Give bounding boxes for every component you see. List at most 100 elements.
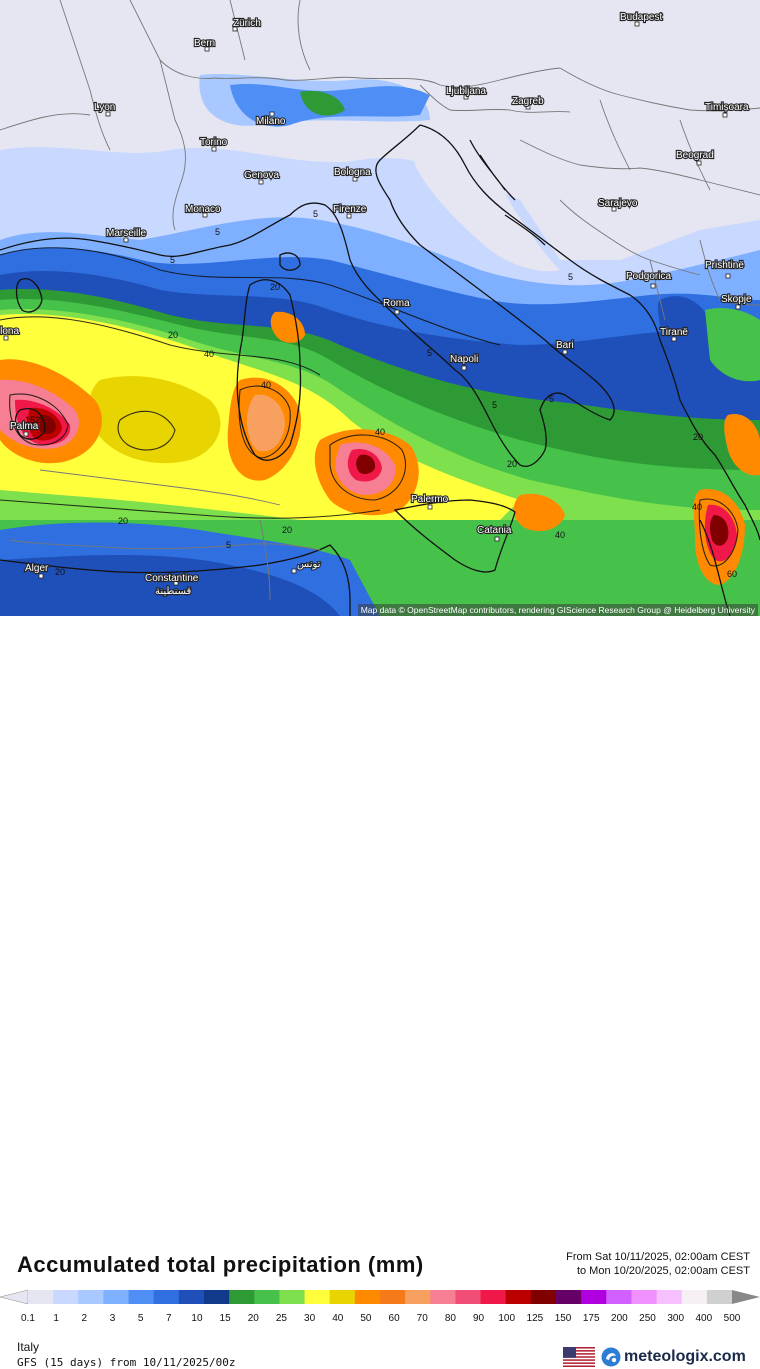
legend-swatch: [204, 1290, 230, 1304]
map-title: Accumulated total precipitation (mm): [17, 1252, 424, 1277]
city-label: Zagreb: [512, 96, 544, 107]
legend-swatch: [380, 1290, 406, 1304]
legend-tick-label: 40: [332, 1313, 344, 1324]
city-label: Roma: [383, 298, 410, 309]
legend-swatch: [153, 1290, 180, 1304]
map-attribution: Map data © OpenStreetMap contributors, r…: [357, 604, 758, 616]
legend-tick-label: 100: [498, 1313, 516, 1324]
legend-tick-label: 200: [611, 1313, 628, 1324]
legend-swatch: [581, 1290, 607, 1304]
legend-swatch: [254, 1290, 281, 1304]
city-label: Palma: [10, 421, 39, 432]
legend-swatch: [505, 1290, 532, 1304]
legend-swatch: [656, 1290, 683, 1304]
contour-label: 5: [549, 394, 554, 404]
date-range-to: to Mon 10/20/2025, 02:00am CEST: [576, 1265, 750, 1277]
city-label: Tiranë: [660, 327, 688, 338]
city-label: Sarajevo: [598, 198, 638, 209]
legend-swatch: [304, 1290, 331, 1304]
legend-swatch: [329, 1290, 356, 1304]
city-label: Lyon: [94, 102, 115, 113]
brand-link[interactable]: meteologix.com: [601, 1346, 746, 1368]
city-label: Podgorica: [626, 271, 671, 282]
contour-label: 5: [170, 255, 175, 265]
legend-tick-label: 400: [695, 1313, 713, 1324]
legend-swatch: [480, 1290, 507, 1304]
city-label: Zürich: [233, 18, 261, 29]
contour-label: 40: [375, 427, 385, 437]
legend-swatch: [279, 1290, 306, 1304]
legend-tick-label: 2: [81, 1313, 88, 1324]
contour-label: 5: [568, 272, 573, 282]
us-flag-icon[interactable]: [563, 1347, 595, 1367]
city-label: Timișoara: [705, 102, 749, 113]
legend-tick-label: 15: [219, 1313, 231, 1324]
legend-swatch: [681, 1290, 708, 1304]
city-label: Firenze: [333, 204, 367, 215]
legend-swatch: [556, 1290, 582, 1304]
precipitation-map[interactable]: 5 5 5 5 5 5 5 5 20 20 20 20 20 20 20 40 …: [0, 0, 760, 616]
city-label: Budapest: [620, 12, 662, 23]
legend-swatch: [128, 1290, 155, 1304]
legend-arrow-high: [732, 1290, 760, 1304]
legend-swatch: [178, 1290, 205, 1304]
city-label: Bologna: [334, 167, 371, 178]
contour-label: 20: [270, 282, 280, 292]
legend-swatch: [530, 1290, 557, 1304]
legend-tick-label: 10: [191, 1313, 203, 1324]
city-label: Palermo: [411, 494, 449, 505]
city-label: Monaco: [185, 204, 221, 215]
contour-label: 20: [118, 516, 128, 526]
legend-tick-label: 250: [639, 1313, 656, 1324]
city-label: Bari: [556, 340, 574, 351]
contour-label: 5: [492, 400, 497, 410]
contour-label: 5: [427, 348, 432, 358]
city-label: Skopje: [721, 294, 752, 305]
legend-swatch: [103, 1290, 130, 1304]
contour-label: 5: [226, 540, 231, 550]
legend-tick-label: 50: [360, 1313, 372, 1324]
legend-tick-label: 70: [416, 1313, 428, 1324]
city-label: Napoli: [450, 354, 478, 365]
legend-swatch: [354, 1290, 381, 1304]
city-label: Milano: [256, 116, 286, 127]
legend-tick-label: 30: [304, 1313, 316, 1324]
meteologix-logo-icon: [601, 1347, 621, 1367]
legend-tick-label: 125: [526, 1313, 544, 1324]
contour-label: 40: [261, 380, 271, 390]
city-label: Torino: [200, 137, 228, 148]
legend-tick-label: 20: [247, 1313, 259, 1324]
brand-name: meteologix.com: [624, 1348, 746, 1365]
legend-swatch: [405, 1290, 431, 1304]
legend-tick-label: 90: [472, 1313, 485, 1324]
legend-footer: Accumulated total precipitation (mm) Fro…: [0, 616, 760, 1369]
city-label: Constantine: [145, 573, 199, 584]
city-label: Beograd: [676, 150, 714, 161]
contour-label: 40: [692, 502, 702, 512]
contour-label: 5: [313, 209, 318, 219]
color-legend-ticks: 0.1 1 2 3 5 7 10 15 20 25 30 40 50 60 70 80 90 100 125 150 1…: [0, 1313, 760, 1327]
city-label: Alger: [25, 563, 49, 574]
contour-label: 40: [555, 530, 565, 540]
contour-label: 40: [204, 349, 214, 359]
legend-swatch: [28, 1290, 54, 1304]
legend-swatch: [706, 1290, 733, 1304]
contour-label: 20: [693, 432, 703, 442]
legend-swatch: [631, 1290, 658, 1304]
color-legend-bar: [0, 1289, 760, 1305]
legend-tick-label: 175: [582, 1313, 600, 1324]
legend-tick-label: 300: [667, 1313, 685, 1324]
city-label: Genova: [244, 170, 279, 181]
legend-swatch: [53, 1290, 79, 1304]
legend-tick-label: 60: [388, 1313, 400, 1324]
region-label: Italy: [17, 1340, 40, 1354]
legend-swatch: [229, 1290, 255, 1304]
city-label: Barcelona: [0, 326, 19, 337]
contour-label: 20: [168, 330, 178, 340]
contour-label: 60: [727, 569, 737, 579]
city-label: Marseille: [106, 228, 146, 239]
date-range-from: From Sat 10/11/2025, 02:00am CEST: [566, 1251, 750, 1263]
contour-label: 20: [55, 567, 65, 577]
legend-swatch: [606, 1290, 633, 1304]
legend-tick-label: 80: [444, 1313, 456, 1324]
